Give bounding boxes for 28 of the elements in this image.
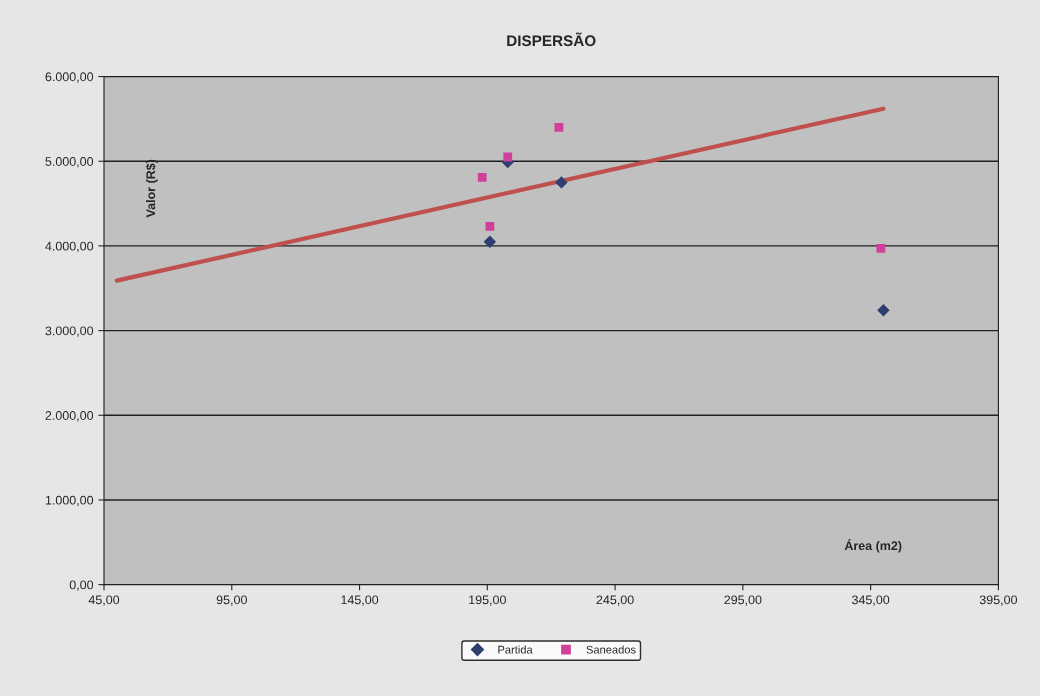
- point: [554, 122, 564, 132]
- chart-title: DISPERSÃO: [507, 32, 596, 47]
- x-tick-label: 195,00: [469, 595, 506, 606]
- x-axis-title: Área (m2): [844, 538, 902, 553]
- x-tick-label: 45,00: [88, 595, 120, 606]
- point: [485, 222, 495, 231]
- point: [477, 172, 487, 182]
- point: [503, 152, 513, 162]
- legend-label: Partida: [498, 645, 533, 654]
- x-tick-label: 245,00: [596, 595, 634, 606]
- x-tick-label: 345,00: [851, 595, 890, 606]
- y-tick-label: 5.000,00: [45, 157, 94, 168]
- y-tick-label: 1.000,00: [45, 495, 94, 507]
- point: [876, 244, 886, 253]
- y-tick-label: 3.000,00: [45, 326, 94, 337]
- x-tick-label: 145,00: [341, 595, 379, 606]
- x-tick-label: 295,00: [724, 595, 762, 606]
- legend-label: Saneados: [586, 645, 636, 654]
- point: [877, 304, 890, 317]
- y-tick-label: 2.000,00: [45, 411, 94, 422]
- y-tick-label: 0,00: [69, 580, 94, 591]
- y-tick-label: 4.000,00: [45, 241, 94, 253]
- x-tick-label: 395,00: [979, 595, 1018, 606]
- point: [555, 176, 568, 189]
- y-axis-title: Valor (R$): [145, 159, 158, 218]
- point: [483, 235, 497, 248]
- x-tick-label: 95,00: [216, 595, 247, 606]
- y-tick-label: 6.000,00: [45, 72, 94, 83]
